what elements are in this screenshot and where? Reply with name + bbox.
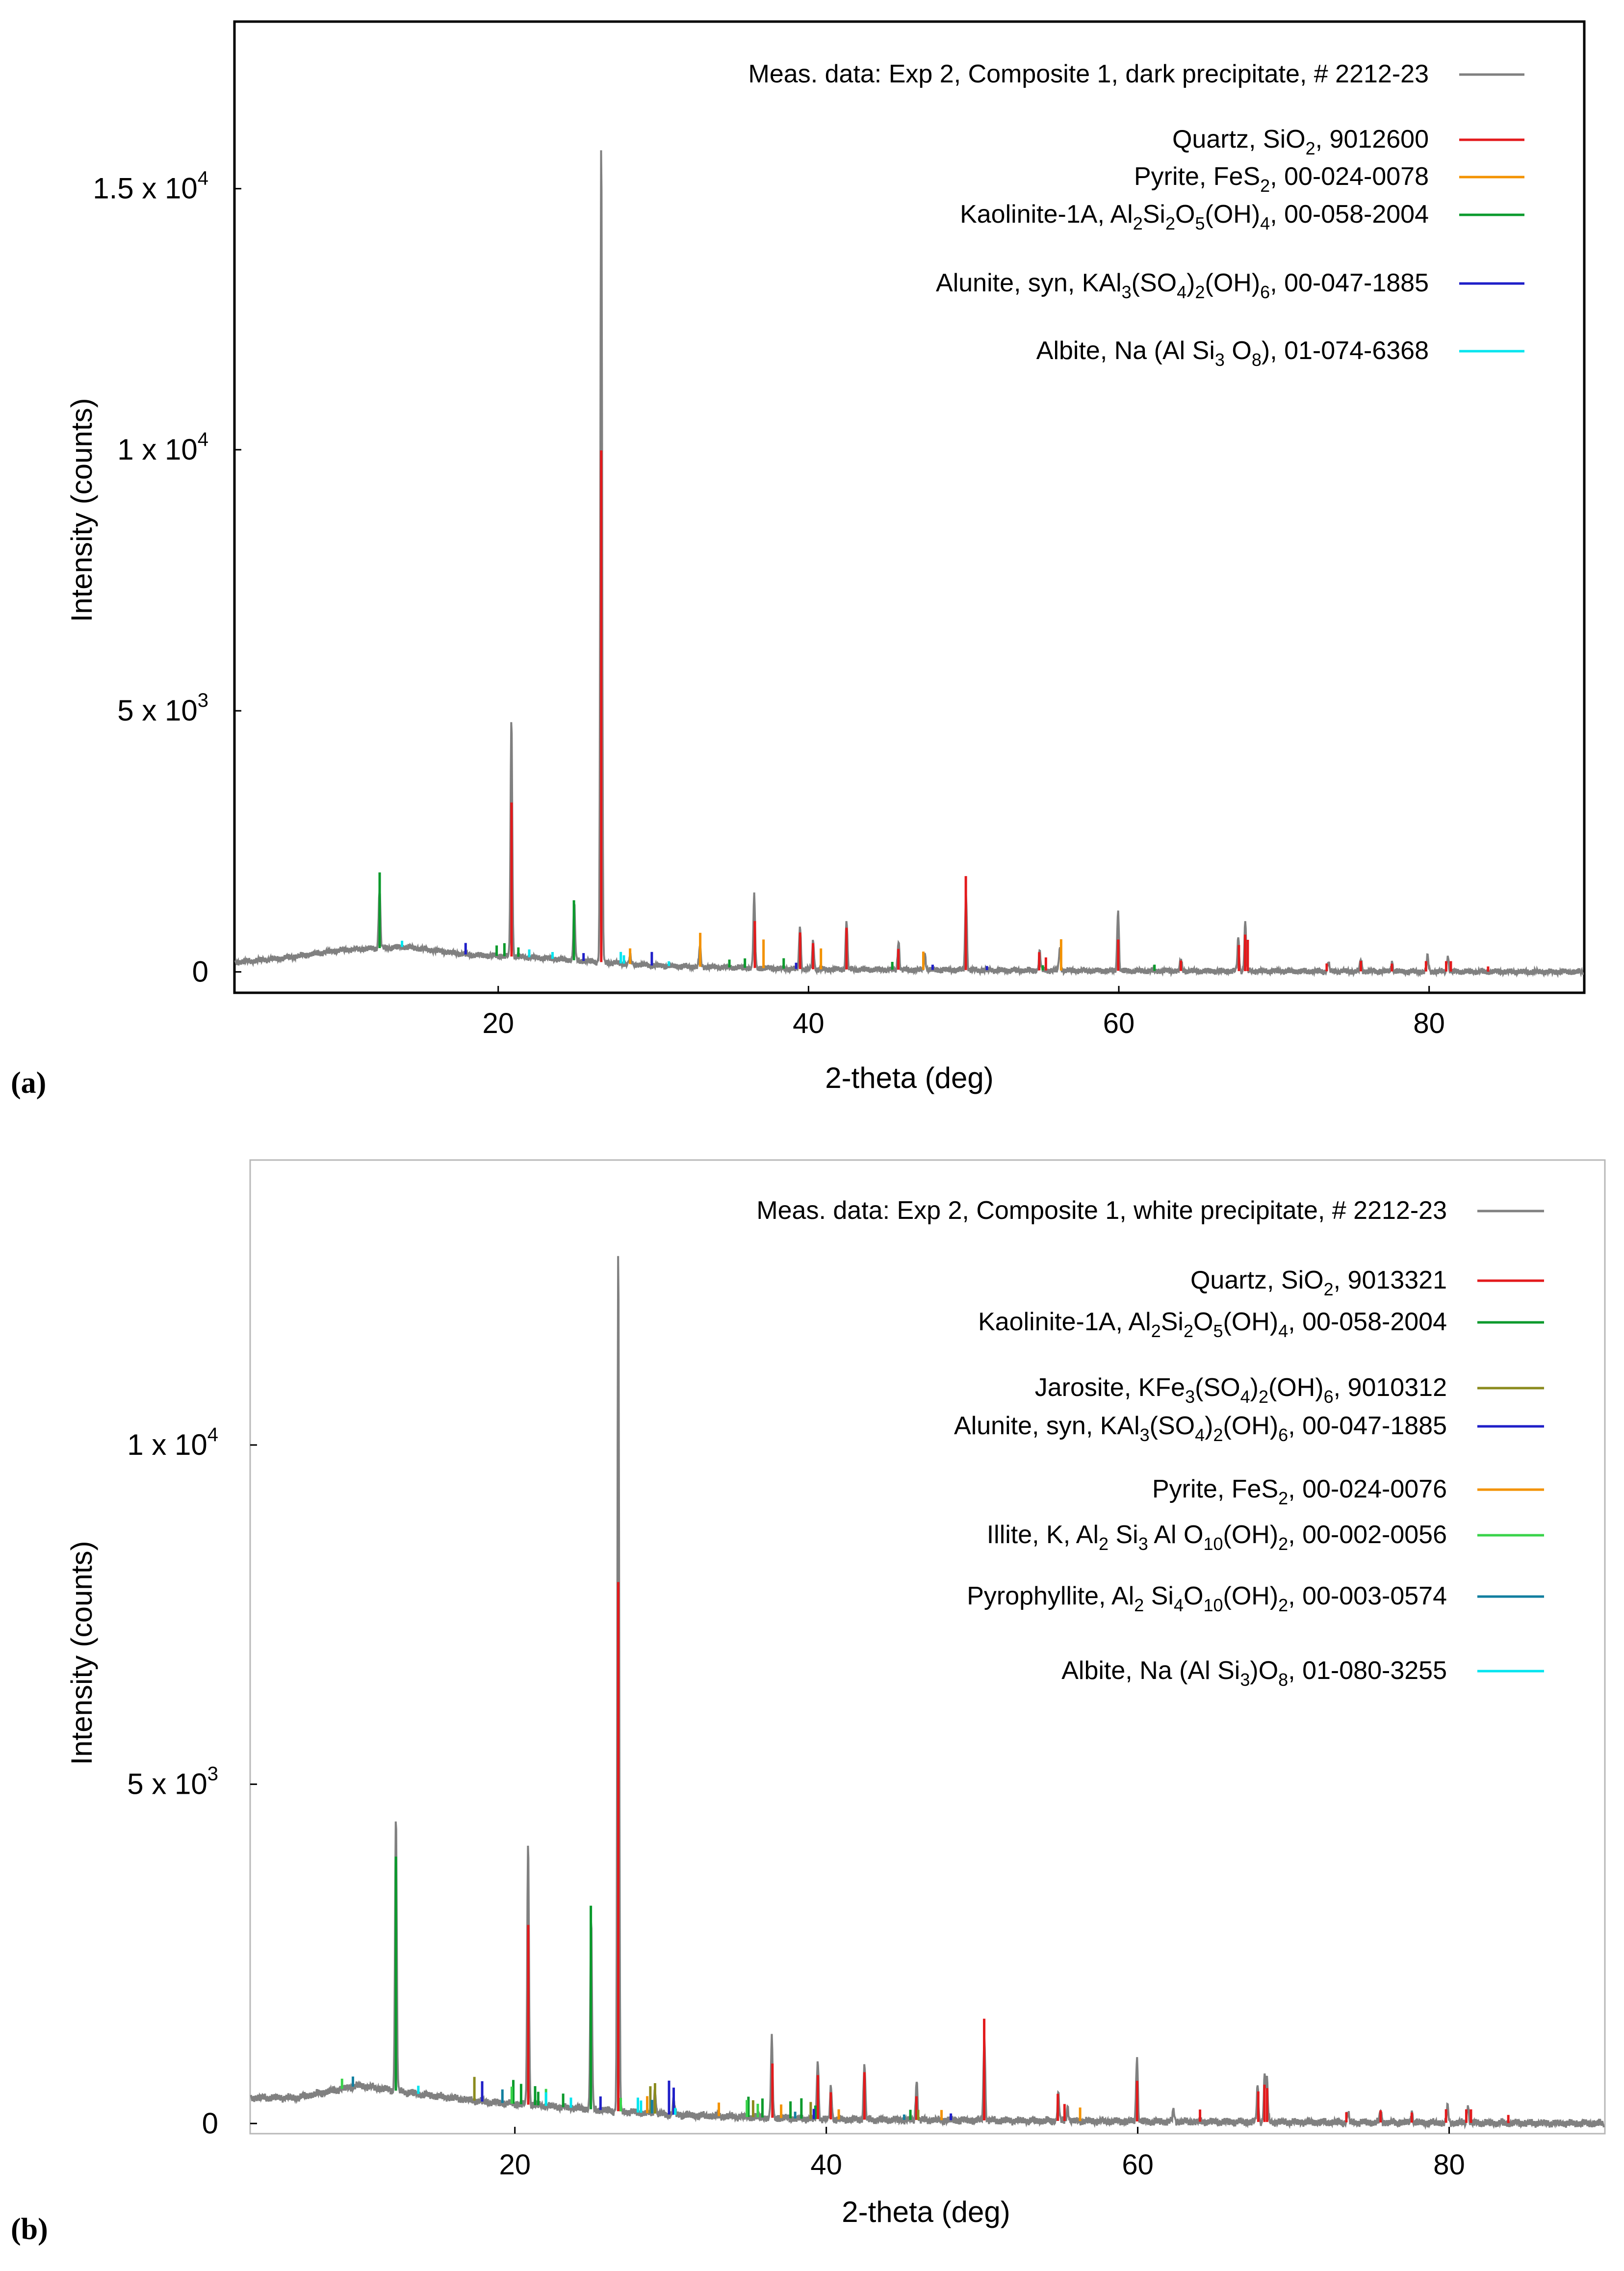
y-tick-label: 0 [192,955,208,988]
legend-label-kaolinite: Kaolinite-1A, Al2Si2O5(OH)4, 00-058-2004 [978,1308,1447,1341]
legend-label-quartz: Quartz, SiO2, 9012600 [1172,125,1429,158]
legend-label-alunite: Alunite, syn, KAl3(SO4)2(OH)6, 00-047-18… [954,1412,1447,1445]
x-tick-label: 80 [1413,1007,1445,1039]
x-tick-label: 40 [793,1007,825,1039]
legend-label-pyrophyllite: Pyrophyllite, Al2 Si4O10(OH)2, 00-003-05… [967,1582,1447,1615]
legend-label-pyrite: Pyrite, FeS2, 00-024-0076 [1152,1475,1447,1508]
x-axis-label-b: 2-theta (deg) [842,2195,1010,2228]
plot-area-b [249,1159,1606,2135]
y-axis-b: 0 5 x 103 1 x 104 [127,1424,257,2140]
x-tick-label: 60 [1122,2149,1154,2181]
plot-area-a [233,20,1586,994]
legend-label-kaolinite: Kaolinite-1A, Al2Si2O5(OH)4, 00-058-2004 [960,200,1429,233]
y-tick-label: 5 x 103 [117,690,208,727]
legend-label-albite: Albite, Na (Al Si3 O8), 01-074-6368 [1036,336,1429,370]
panel-label-a: (a) [11,1066,46,1100]
x-axis-a: 20 40 60 80 [482,986,1445,1039]
y-tick-label: 0 [202,2107,218,2140]
legend-label-pyrite: Pyrite, FeS2, 00-024-0078 [1134,162,1429,196]
x-axis-label-a: 2-theta (deg) [825,1061,994,1094]
panel-label-b: (b) [11,2213,48,2246]
x-tick-label: 40 [810,2149,842,2181]
legend-label-alunite: Alunite, syn, KAl3(SO4)2(OH)6, 00-047-18… [936,269,1429,302]
measured-data-line [250,1256,1605,2130]
legend-label-quartz: Quartz, SiO2, 9013321 [1190,1266,1447,1299]
measured-data-line [234,150,1584,979]
x-tick-label: 20 [499,2149,531,2181]
legend-a: Meas. data: Exp 2, Composite 1, dark pre… [748,60,1524,370]
x-tick-label: 60 [1103,1007,1135,1039]
legend-b: Meas. data: Exp 2, Composite 1, white pr… [756,1196,1544,1690]
x-tick-label: 80 [1433,2149,1465,2181]
chart-panel-a: Meas. data: Exp 2, Composite 1, dark pre… [11,20,1586,1100]
y-tick-label: 1 x 104 [127,1424,218,1461]
y-axis-label-a: Intensity (counts) [65,398,98,622]
chart-marks-b [250,1256,1605,2130]
legend-label-jarosite: Jarosite, KFe3(SO4)2(OH)6, 9010312 [1035,1373,1447,1407]
chart-marks-a [234,150,1584,979]
chart-panel-b: Meas. data: Exp 2, Composite 1, white pr… [11,1159,1606,2246]
x-axis-b: 20 40 60 80 [499,2127,1465,2181]
y-tick-label: 1 x 104 [117,429,208,466]
y-axis-a: 0 5 x 103 1 x 104 1.5 x 104 [93,168,241,988]
legend-label-meas: Meas. data: Exp 2, Composite 1, white pr… [756,1196,1447,1225]
legend-label-albite: Albite, Na (Al Si3)O8, 01-080-3255 [1061,1656,1447,1690]
legend-label-illite: Illite, K, Al2 Si3 Al O10(OH)2, 00-002-0… [987,1521,1447,1554]
y-axis-label-b: Intensity (counts) [65,1541,98,1765]
y-tick-label: 1.5 x 104 [93,168,208,205]
legend-label-meas: Meas. data: Exp 2, Composite 1, dark pre… [748,60,1429,88]
y-tick-label: 5 x 103 [127,1763,218,1801]
x-tick-label: 20 [482,1007,514,1039]
